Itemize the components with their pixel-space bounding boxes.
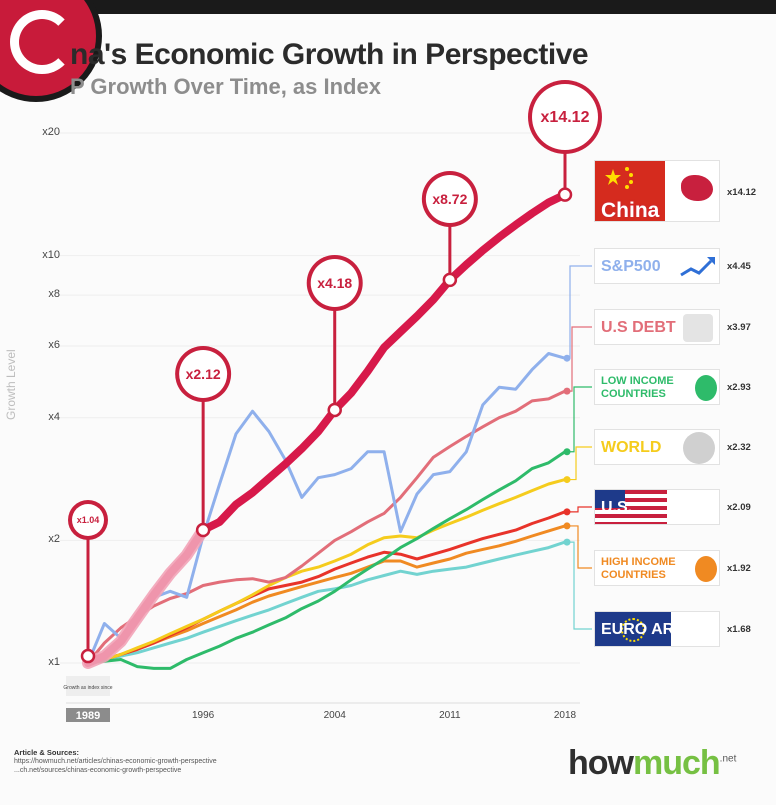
legend-card-2: U.S DEBT bbox=[594, 309, 720, 345]
y-tick-x10: x10 bbox=[42, 248, 60, 261]
series-line-euro-area bbox=[86, 540, 567, 665]
legend-label-0: China bbox=[601, 199, 660, 222]
legend-label-4: WORLD bbox=[601, 439, 662, 456]
legend-label-5: U.S. bbox=[601, 499, 633, 516]
legend-label-3: LOW INCOME COUNTRIES bbox=[601, 375, 674, 400]
eu-flag-icon bbox=[595, 612, 671, 646]
x-tick-1989: 1989 bbox=[75, 710, 101, 722]
legend-card-0: China bbox=[594, 160, 720, 222]
legend-multiplier-0: x14.12 bbox=[727, 187, 757, 198]
series-end-dot-4 bbox=[563, 476, 571, 484]
callout-point-2011 bbox=[442, 272, 458, 288]
legend-multiplier-1: x4.45 bbox=[727, 261, 751, 272]
legend-label-7: EURO AREA bbox=[601, 621, 697, 638]
legend-card-4: WORLD bbox=[594, 429, 720, 465]
legend-multiplier-4: x2.32 bbox=[727, 442, 751, 453]
legend-card-3: LOW INCOME COUNTRIES bbox=[594, 369, 720, 405]
legend-card-7: EURO AREA bbox=[594, 611, 720, 647]
y-tick-x6: x6 bbox=[48, 339, 60, 351]
legend-multiplier-2: x3.97 bbox=[727, 322, 751, 333]
legend-label-6: HIGH INCOME COUNTRIES bbox=[601, 556, 676, 581]
brand-how: how bbox=[568, 744, 634, 782]
legend-connector-4 bbox=[569, 446, 592, 481]
callout-2004: x4.18 bbox=[306, 255, 363, 418]
callout-point-2018 bbox=[557, 187, 573, 202]
callout-point-2004 bbox=[327, 402, 342, 418]
series-line-low-income-countries bbox=[86, 450, 567, 670]
globe-icon bbox=[683, 432, 715, 464]
series-end-dot-3 bbox=[563, 448, 571, 456]
x-tick-2011: 2011 bbox=[439, 710, 461, 721]
legend-multiplier-6: x1.92 bbox=[727, 563, 751, 574]
callout-point-1989 bbox=[80, 648, 96, 664]
trend-arrow-icon bbox=[679, 255, 717, 279]
callout-1989: x1.04 bbox=[68, 500, 108, 664]
callout-1996: x2.12 bbox=[175, 346, 232, 538]
sources-heading: Article & Sources: bbox=[14, 748, 80, 757]
base-note-box bbox=[66, 676, 110, 696]
base-note-text: Growth as index since bbox=[63, 685, 112, 691]
legend-multiplier-7: x1.68 bbox=[727, 624, 751, 635]
legend-card-5: U.S. bbox=[594, 489, 720, 525]
callout-2011: x8.72 bbox=[421, 171, 478, 288]
legend-connector-7 bbox=[569, 541, 592, 630]
legend-card-1: S&P500 bbox=[594, 248, 720, 284]
china-early-highlight bbox=[82, 524, 210, 669]
legend-connector-3 bbox=[569, 386, 592, 453]
base-year-box bbox=[66, 708, 110, 722]
legend-multiplier-3: x2.93 bbox=[727, 382, 751, 393]
chart-title: na's Economic Growth in Perspective bbox=[70, 38, 589, 71]
legend-label-2: U.S DEBT bbox=[601, 319, 676, 336]
brand-logo: howmuch.net bbox=[568, 744, 736, 783]
callout-point-1996 bbox=[195, 522, 211, 538]
series-end-dot-5 bbox=[563, 508, 571, 516]
china-map-icon bbox=[681, 175, 713, 201]
y-tick-x20: x20 bbox=[42, 126, 60, 138]
legend-connector-5 bbox=[569, 506, 592, 513]
x-tick-2018: 2018 bbox=[553, 710, 577, 721]
callout-label-1996: x2.12 bbox=[186, 366, 221, 382]
legend-connector-6 bbox=[569, 525, 592, 569]
series-end-dot-1 bbox=[563, 354, 571, 362]
debt-icon bbox=[683, 314, 713, 342]
series-end-dot-6 bbox=[563, 522, 571, 530]
brand-suffix: .net bbox=[719, 753, 737, 765]
x-tick-2004: 2004 bbox=[323, 710, 346, 721]
series-line-s-p500 bbox=[86, 352, 567, 665]
legend-label-1: S&P500 bbox=[601, 258, 661, 275]
coin-icon bbox=[695, 375, 717, 401]
china-flag-icon bbox=[595, 161, 665, 221]
callout-label-2004: x4.18 bbox=[317, 275, 352, 291]
callout-label-2018: x14.12 bbox=[541, 109, 590, 126]
money-icon bbox=[695, 556, 717, 582]
chart-subtitle: P Growth Over Time, as Index bbox=[70, 74, 381, 99]
sources: Article & Sources: https://howmuch.net/a… bbox=[14, 748, 217, 775]
y-tick-x4: x4 bbox=[48, 410, 60, 423]
y-tick-x2: x2 bbox=[48, 533, 60, 546]
series-end-dot-7 bbox=[563, 538, 571, 546]
us-flag-icon bbox=[595, 490, 667, 524]
series-end-dot-2 bbox=[563, 387, 571, 395]
brand-much: much bbox=[632, 744, 721, 782]
x-tick-1996: 1996 bbox=[192, 710, 215, 721]
series-line-u-s-debt bbox=[86, 389, 567, 665]
source-link-2[interactable]: ...ch.net/sources/chinas-economic-growth… bbox=[14, 767, 182, 774]
legend-connector-2 bbox=[569, 326, 592, 392]
legend-card-6: HIGH INCOME COUNTRIES bbox=[594, 550, 720, 586]
series-line-world bbox=[86, 478, 567, 665]
legend-multiplier-5: x2.09 bbox=[727, 502, 751, 513]
source-link-1[interactable]: https://howmuch.net/articles/chinas-econ… bbox=[14, 758, 217, 765]
top-edge-bar bbox=[0, 0, 776, 14]
y-tick-x1: x1 bbox=[48, 656, 60, 668]
y-tick-x8: x8 bbox=[48, 288, 60, 301]
callout-2018: x14.12 bbox=[528, 80, 602, 202]
callout-label-2011: x8.72 bbox=[432, 191, 467, 207]
callout-label-1989: x1.04 bbox=[77, 515, 100, 525]
